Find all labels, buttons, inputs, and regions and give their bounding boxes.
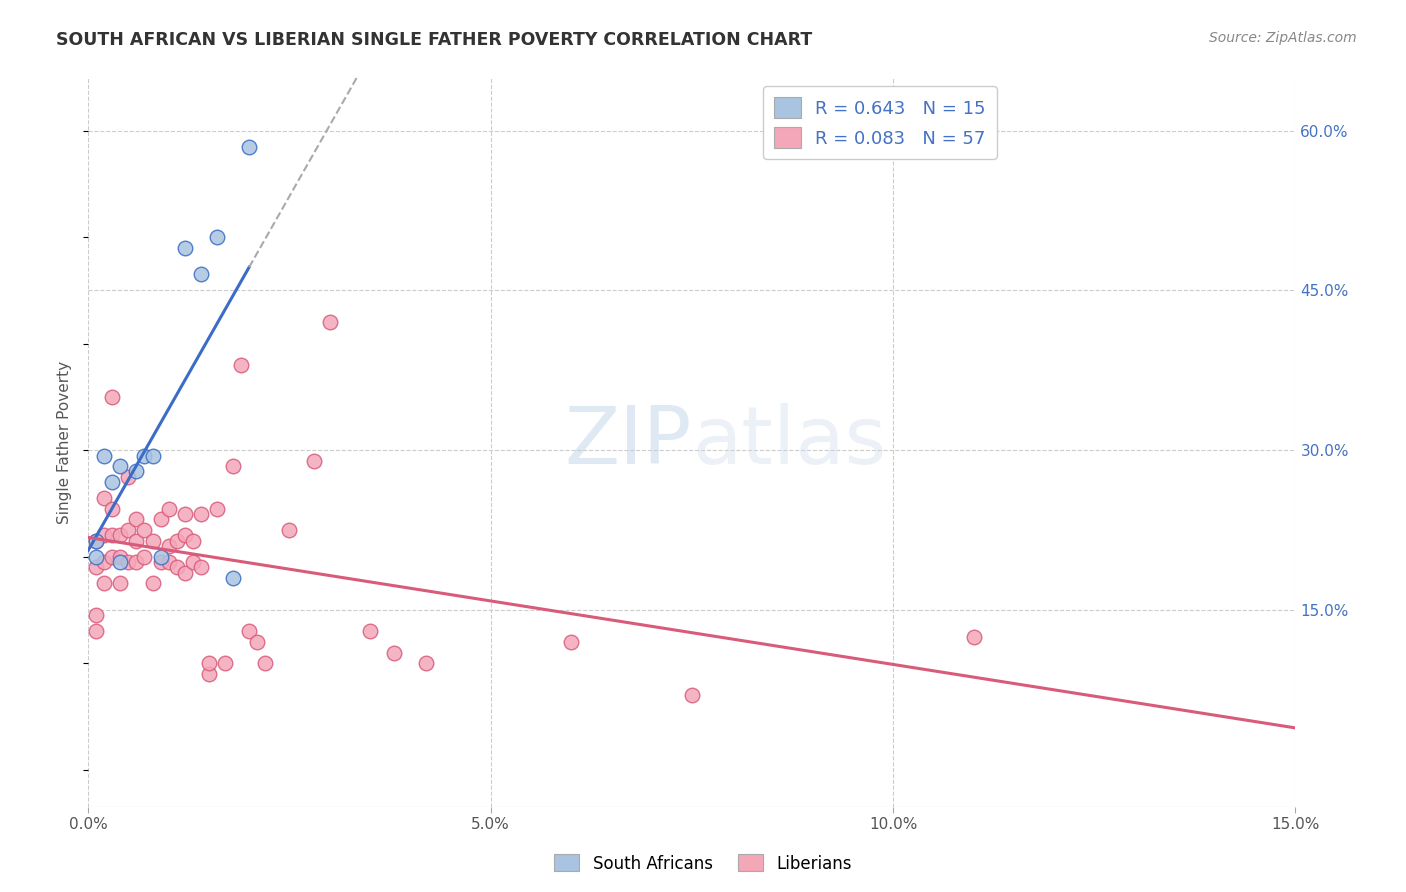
Point <box>84 560 107 574</box>
Point <box>359 624 381 639</box>
Point <box>93 528 115 542</box>
Point <box>173 566 195 580</box>
Point <box>134 523 156 537</box>
Point <box>117 470 139 484</box>
Point <box>222 459 245 474</box>
Y-axis label: Single Father Poverty: Single Father Poverty <box>58 360 72 524</box>
Point <box>190 560 212 574</box>
Point <box>198 657 221 671</box>
Point <box>302 454 325 468</box>
Point <box>125 465 148 479</box>
Point <box>84 608 107 623</box>
Point <box>125 533 148 548</box>
Point <box>134 449 156 463</box>
Point <box>84 533 107 548</box>
Point <box>149 549 172 564</box>
Point <box>198 666 221 681</box>
Point <box>84 624 107 639</box>
Point <box>84 549 107 564</box>
Point <box>560 635 582 649</box>
Point <box>141 533 163 548</box>
Point <box>238 624 260 639</box>
Point <box>382 646 405 660</box>
Point <box>157 555 180 569</box>
Point <box>181 533 204 548</box>
Point <box>181 555 204 569</box>
Point <box>93 555 115 569</box>
Point <box>205 230 228 244</box>
Text: ZIP: ZIP <box>564 403 692 481</box>
Point <box>246 635 269 649</box>
Legend: South Africans, Liberians: South Africans, Liberians <box>548 847 858 880</box>
Point <box>101 501 124 516</box>
Point <box>125 555 148 569</box>
Point <box>190 507 212 521</box>
Point <box>110 528 132 542</box>
Point <box>415 657 437 671</box>
Point <box>318 315 340 329</box>
Point <box>173 507 195 521</box>
Point <box>101 390 124 404</box>
Point <box>141 449 163 463</box>
Text: Source: ZipAtlas.com: Source: ZipAtlas.com <box>1209 31 1357 45</box>
Point <box>962 630 984 644</box>
Point <box>278 523 301 537</box>
Point <box>110 555 132 569</box>
Point <box>149 555 172 569</box>
Point <box>134 549 156 564</box>
Point <box>101 528 124 542</box>
Point <box>110 459 132 474</box>
Point <box>110 549 132 564</box>
Point <box>222 571 245 585</box>
Point <box>190 268 212 282</box>
Point <box>229 358 252 372</box>
Point <box>117 555 139 569</box>
Point <box>157 501 180 516</box>
Point <box>681 688 703 702</box>
Point <box>149 512 172 526</box>
Point <box>101 549 124 564</box>
Point <box>125 512 148 526</box>
Point <box>238 139 260 153</box>
Point <box>101 475 124 490</box>
Point <box>110 576 132 591</box>
Point <box>93 449 115 463</box>
Point <box>166 533 188 548</box>
Legend: R = 0.643   N = 15, R = 0.083   N = 57: R = 0.643 N = 15, R = 0.083 N = 57 <box>763 87 997 159</box>
Point <box>157 539 180 553</box>
Text: SOUTH AFRICAN VS LIBERIAN SINGLE FATHER POVERTY CORRELATION CHART: SOUTH AFRICAN VS LIBERIAN SINGLE FATHER … <box>56 31 813 49</box>
Point <box>254 657 277 671</box>
Point <box>84 533 107 548</box>
Point <box>166 560 188 574</box>
Point <box>141 576 163 591</box>
Point <box>93 491 115 505</box>
Point <box>173 528 195 542</box>
Point <box>205 501 228 516</box>
Text: atlas: atlas <box>692 403 886 481</box>
Point <box>93 576 115 591</box>
Point <box>117 523 139 537</box>
Point <box>214 657 236 671</box>
Point <box>173 241 195 255</box>
